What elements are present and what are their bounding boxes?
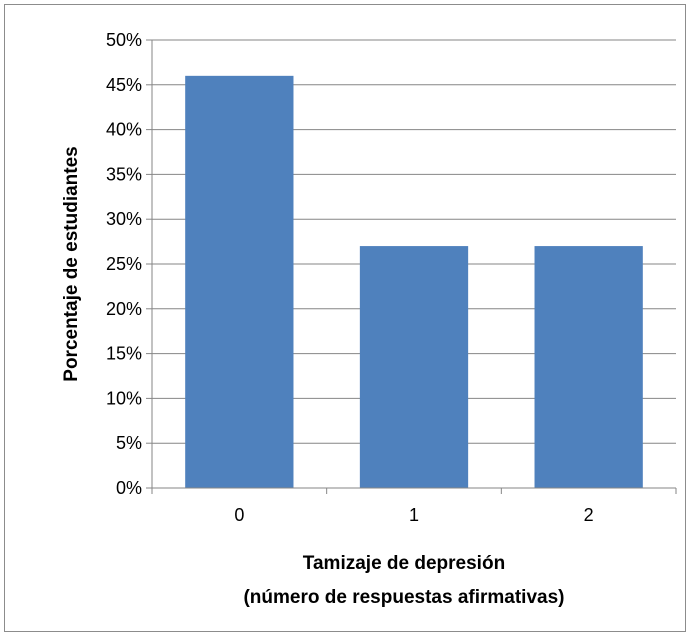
- bar-0: [185, 75, 294, 488]
- bar-2: [534, 246, 643, 488]
- y-tick-labels: 0% 5% 10% 15% 20% 25% 30% 35% 40% 45% 50%: [106, 30, 142, 498]
- x-tick-labels: 0 1 2: [234, 505, 593, 525]
- x-tick-label: 0: [234, 505, 244, 525]
- x-axis-title-line2: (número de respuestas afirmativas): [243, 587, 564, 608]
- bars: [185, 75, 643, 488]
- axes: [146, 39, 677, 494]
- y-tick-label: 25%: [106, 254, 142, 274]
- y-tick-label: 0%: [116, 478, 142, 498]
- y-axis-title: Porcentaje de estudiantes: [61, 146, 82, 381]
- y-tick-label: 15%: [106, 344, 142, 364]
- x-tick-label: 1: [409, 505, 419, 525]
- y-tick-label: 45%: [106, 75, 142, 95]
- bar-1: [359, 246, 469, 488]
- x-tick-label: 2: [584, 505, 594, 525]
- y-tick-label: 20%: [106, 299, 142, 319]
- y-tick-label: 50%: [106, 30, 142, 50]
- y-tick-label: 30%: [106, 209, 142, 229]
- y-tick-label: 35%: [106, 164, 142, 184]
- y-tick-label: 5%: [116, 433, 142, 453]
- y-tick-label: 40%: [106, 120, 142, 140]
- x-axis-title-line1: Tamizaje de depresión: [303, 553, 505, 574]
- y-tick-label: 10%: [106, 388, 142, 408]
